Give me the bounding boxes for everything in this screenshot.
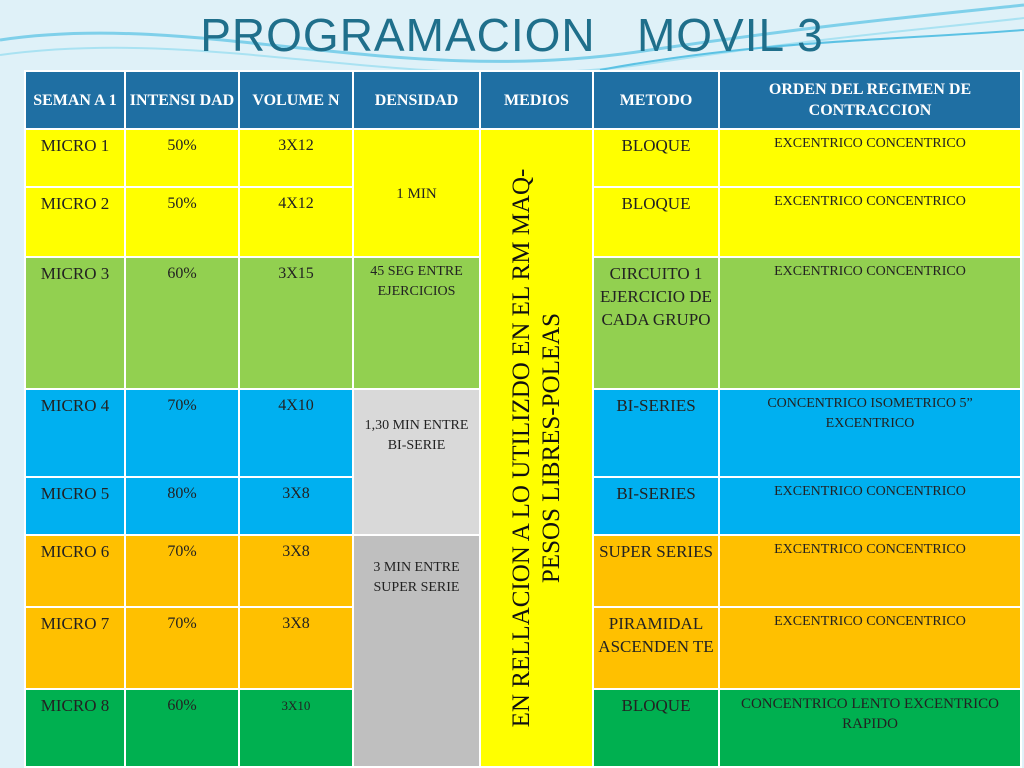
- header-metodo: METODO: [592, 70, 720, 130]
- volumen-cell: 4X12: [238, 186, 354, 258]
- metodo-cell: BLOQUE: [592, 688, 720, 768]
- orden-cell: EXCENTRICO CONCENTRICO: [718, 606, 1022, 690]
- volumen-cell: 3X8: [238, 476, 354, 536]
- header-densidad: DENSIDAD: [352, 70, 481, 130]
- header-volumen: VOLUME N: [238, 70, 354, 130]
- metodo-cell: BI-SERIES: [592, 476, 720, 536]
- table-row: MICRO 6 70% 3X8 3 MIN ENTRE SUPER SERIE …: [24, 534, 1022, 768]
- table-row: MICRO 3 60% 3X15 45 SEG ENTRE EJERCICIOS…: [24, 256, 1022, 390]
- intensidad-cell: 70%: [124, 534, 240, 608]
- metodo-cell: SUPER SERIES: [592, 534, 720, 608]
- micro-cell: MICRO 3: [24, 256, 126, 390]
- table-row: MICRO 8 60% 3X10 BLOQUE CONCENTRICO LENT…: [24, 688, 1022, 768]
- slide-title: PROGRAMACION MOVIL 3: [200, 9, 824, 61]
- densidad-cell: 1 MIN: [352, 128, 481, 258]
- metodo-cell: PIRAMIDAL ASCENDEN TE: [592, 606, 720, 690]
- volumen-cell: 3X10: [238, 688, 354, 768]
- intensidad-cell: 70%: [124, 388, 240, 478]
- header-intensidad: INTENSI DAD: [124, 70, 240, 130]
- micro-cell: MICRO 5: [24, 476, 126, 536]
- densidad-cell: 1,30 MIN ENTRE BI-SERIE: [352, 388, 481, 536]
- micro-cell: MICRO 4: [24, 388, 126, 478]
- metodo-cell: BI-SERIES: [592, 388, 720, 478]
- intensidad-cell: 80%: [124, 476, 240, 536]
- orden-cell: CONCENTRICO LENTO EXCENTRICO RAPIDO: [718, 688, 1022, 768]
- volumen-cell: 3X15: [238, 256, 354, 390]
- micro-cell: MICRO 6: [24, 534, 126, 608]
- background-wave: [0, 3, 1024, 74]
- table-row: MICRO 4 70% 4X10 1,30 MIN ENTRE BI-SERIE…: [24, 388, 1022, 536]
- micro-cell: MICRO 2: [24, 186, 126, 258]
- intensidad-cell: 50%: [124, 128, 240, 188]
- volumen-cell: 3X12: [238, 128, 354, 188]
- metodo-cell: CIRCUITO 1 EJERCICIO DE CADA GRUPO: [592, 256, 720, 390]
- metodo-cell: BLOQUE: [592, 186, 720, 258]
- table-row: MICRO 7 70% 3X8 PIRAMIDAL ASCENDEN TE EX…: [24, 606, 1022, 690]
- micro-cell: MICRO 7: [24, 606, 126, 690]
- densidad-cell: 45 SEG ENTRE EJERCICIOS: [352, 256, 481, 390]
- intensidad-cell: 60%: [124, 256, 240, 390]
- medios-text: EN RELLACION A LO UTILIZDO EN EL RM MAQ-…: [507, 168, 565, 728]
- volumen-cell: 4X10: [238, 388, 354, 478]
- orden-cell: EXCENTRICO CONCENTRICO: [718, 534, 1022, 608]
- volumen-cell: 3X8: [238, 606, 354, 690]
- intensidad-cell: 70%: [124, 606, 240, 690]
- program-table: SEMAN A 1 INTENSI DAD VOLUME N DENSIDAD …: [24, 70, 1022, 768]
- table-row: MICRO 2 50% 4X12 BLOQUE EXCENTRICO CONCE…: [24, 186, 1022, 258]
- densidad-cell: 3 MIN ENTRE SUPER SERIE: [352, 534, 481, 768]
- header-orden: ORDEN DEL REGIMEN DE CONTRACCION: [718, 70, 1022, 130]
- metodo-cell: BLOQUE: [592, 128, 720, 188]
- micro-cell: MICRO 8: [24, 688, 126, 768]
- orden-cell: EXCENTRICO CONCENTRICO: [718, 476, 1022, 536]
- table-header-row: SEMAN A 1 INTENSI DAD VOLUME N DENSIDAD …: [24, 70, 1022, 130]
- orden-cell: EXCENTRICO CONCENTRICO: [718, 128, 1022, 188]
- intensidad-cell: 50%: [124, 186, 240, 258]
- volumen-cell: 3X8: [238, 534, 354, 608]
- medios-cell: EN RELLACION A LO UTILIZDO EN EL RM MAQ-…: [479, 128, 594, 768]
- orden-cell: EXCENTRICO CONCENTRICO: [718, 256, 1022, 390]
- micro-cell: MICRO 1: [24, 128, 126, 188]
- orden-cell: CONCENTRICO ISOMETRICO 5” EXCENTRICO: [718, 388, 1022, 478]
- orden-cell: EXCENTRICO CONCENTRICO: [718, 186, 1022, 258]
- table-row: MICRO 5 80% 3X8 BI-SERIES EXCENTRICO CON…: [24, 476, 1022, 536]
- header-semana: SEMAN A 1: [24, 70, 126, 130]
- table-row: MICRO 1 50% 3X12 1 MIN EN RELLACION A LO…: [24, 128, 1022, 768]
- intensidad-cell: 60%: [124, 688, 240, 768]
- densidad-text: 1,30 MIN ENTRE BI-SERIE: [364, 418, 469, 453]
- densidad-text: 3 MIN ENTRE SUPER SERIE: [373, 560, 460, 595]
- header-medios: MEDIOS: [479, 70, 594, 130]
